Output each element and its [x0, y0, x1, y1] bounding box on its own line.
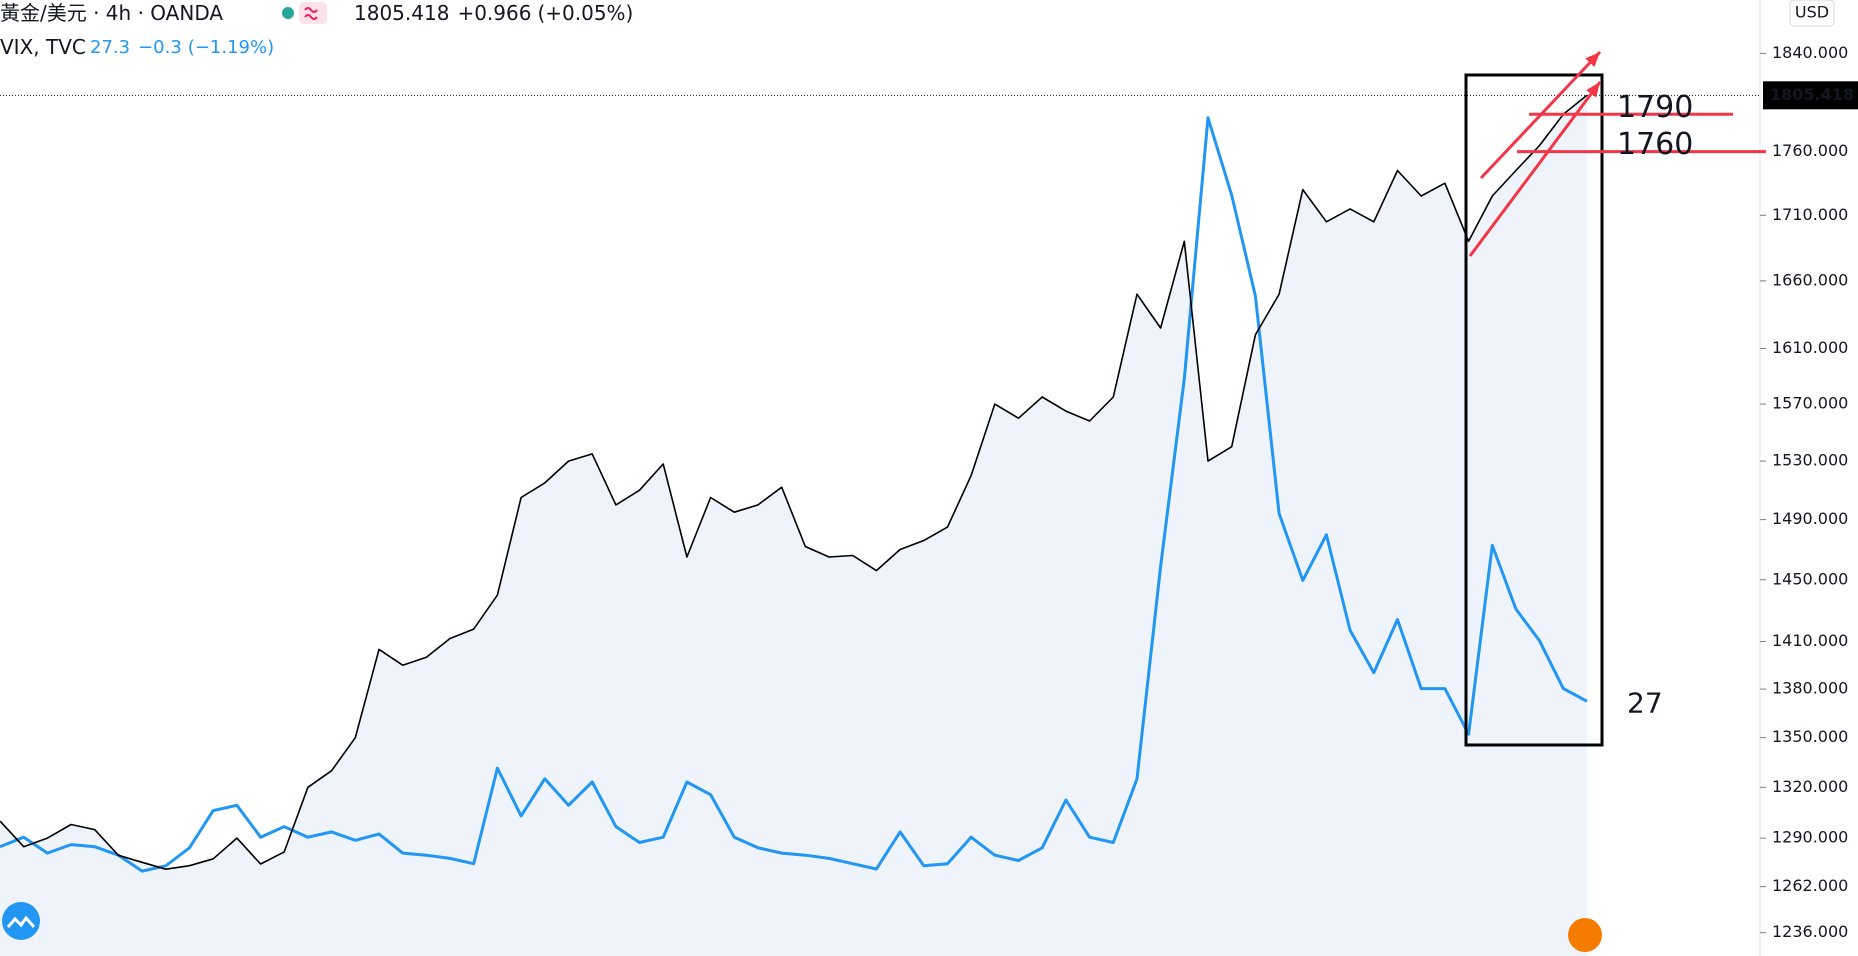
arrow-head: [1585, 52, 1600, 67]
y-tick-label: 1490.000: [1772, 509, 1848, 528]
legend-text: 1805.418: [354, 1, 449, 25]
logo-mark: [6, 915, 36, 928]
status-dot: [282, 7, 294, 19]
y-tick-label: 1236.000: [1772, 922, 1848, 941]
series-line: [0, 94, 1588, 870]
badge-icon: [304, 7, 318, 20]
y-tick-label: 1262.000: [1772, 876, 1848, 895]
legend-text: +0.966: [457, 1, 531, 25]
y-tick-label: 1660.000: [1772, 270, 1848, 289]
y-tick-label: 1530.000: [1772, 451, 1848, 470]
y-tick-label: 1570.000: [1772, 394, 1848, 413]
currency-label: USD: [1795, 3, 1829, 22]
legend-values: 27.3 −0.3 (−1.19%): [90, 37, 274, 58]
legend-text: 27.3: [90, 37, 130, 58]
flag-icon: [1568, 918, 1602, 952]
series-line: [0, 116, 1588, 873]
area: [0, 95, 1587, 956]
legend-text: (+0.05%): [537, 1, 633, 25]
legend-text: VIX, TVC: [0, 35, 86, 59]
y-tick-label: 1290.000: [1772, 828, 1848, 847]
vix-note: 27: [1627, 687, 1663, 720]
y-tick-label: 1610.000: [1772, 338, 1848, 357]
y-tick-label: 1320.000: [1772, 777, 1848, 796]
level-label: 1790: [1617, 90, 1693, 125]
y-tick-label: 1410.000: [1772, 631, 1848, 650]
legend-text: (−1.19%): [188, 37, 274, 58]
price-axis: [1760, 0, 1858, 956]
y-tick-label: 1840.000: [1772, 43, 1848, 62]
y-tick-label: 1760.000: [1772, 141, 1848, 160]
y-tick-label: 1710.000: [1772, 205, 1848, 224]
currency-button[interactable]: [1789, 0, 1835, 27]
level-label: 1760: [1617, 127, 1693, 162]
legend-entry: 黃金/美元 · 4h · OANDA: [0, 1, 223, 25]
badge: [299, 2, 327, 24]
last-price-tag: [1763, 81, 1858, 110]
legend-entry: VIX, TVC: [0, 35, 86, 59]
highlight-box: [1464, 73, 1604, 747]
y-tick-label: 1380.000: [1772, 679, 1848, 698]
legend-text: 黃金/美元 · 4h · OANDA: [0, 1, 223, 25]
trend-arrow: [1468, 81, 1602, 257]
last-price-label: 1805.418: [1770, 85, 1854, 104]
legend-values: 1805.418 +0.966 (+0.05%): [354, 1, 633, 25]
y-tick-label: 1450.000: [1772, 569, 1848, 588]
legend-text: −0.3: [138, 37, 182, 58]
y-tick-label: 1350.000: [1772, 727, 1848, 746]
arrow-head: [1586, 82, 1600, 98]
logo: [2, 902, 40, 940]
